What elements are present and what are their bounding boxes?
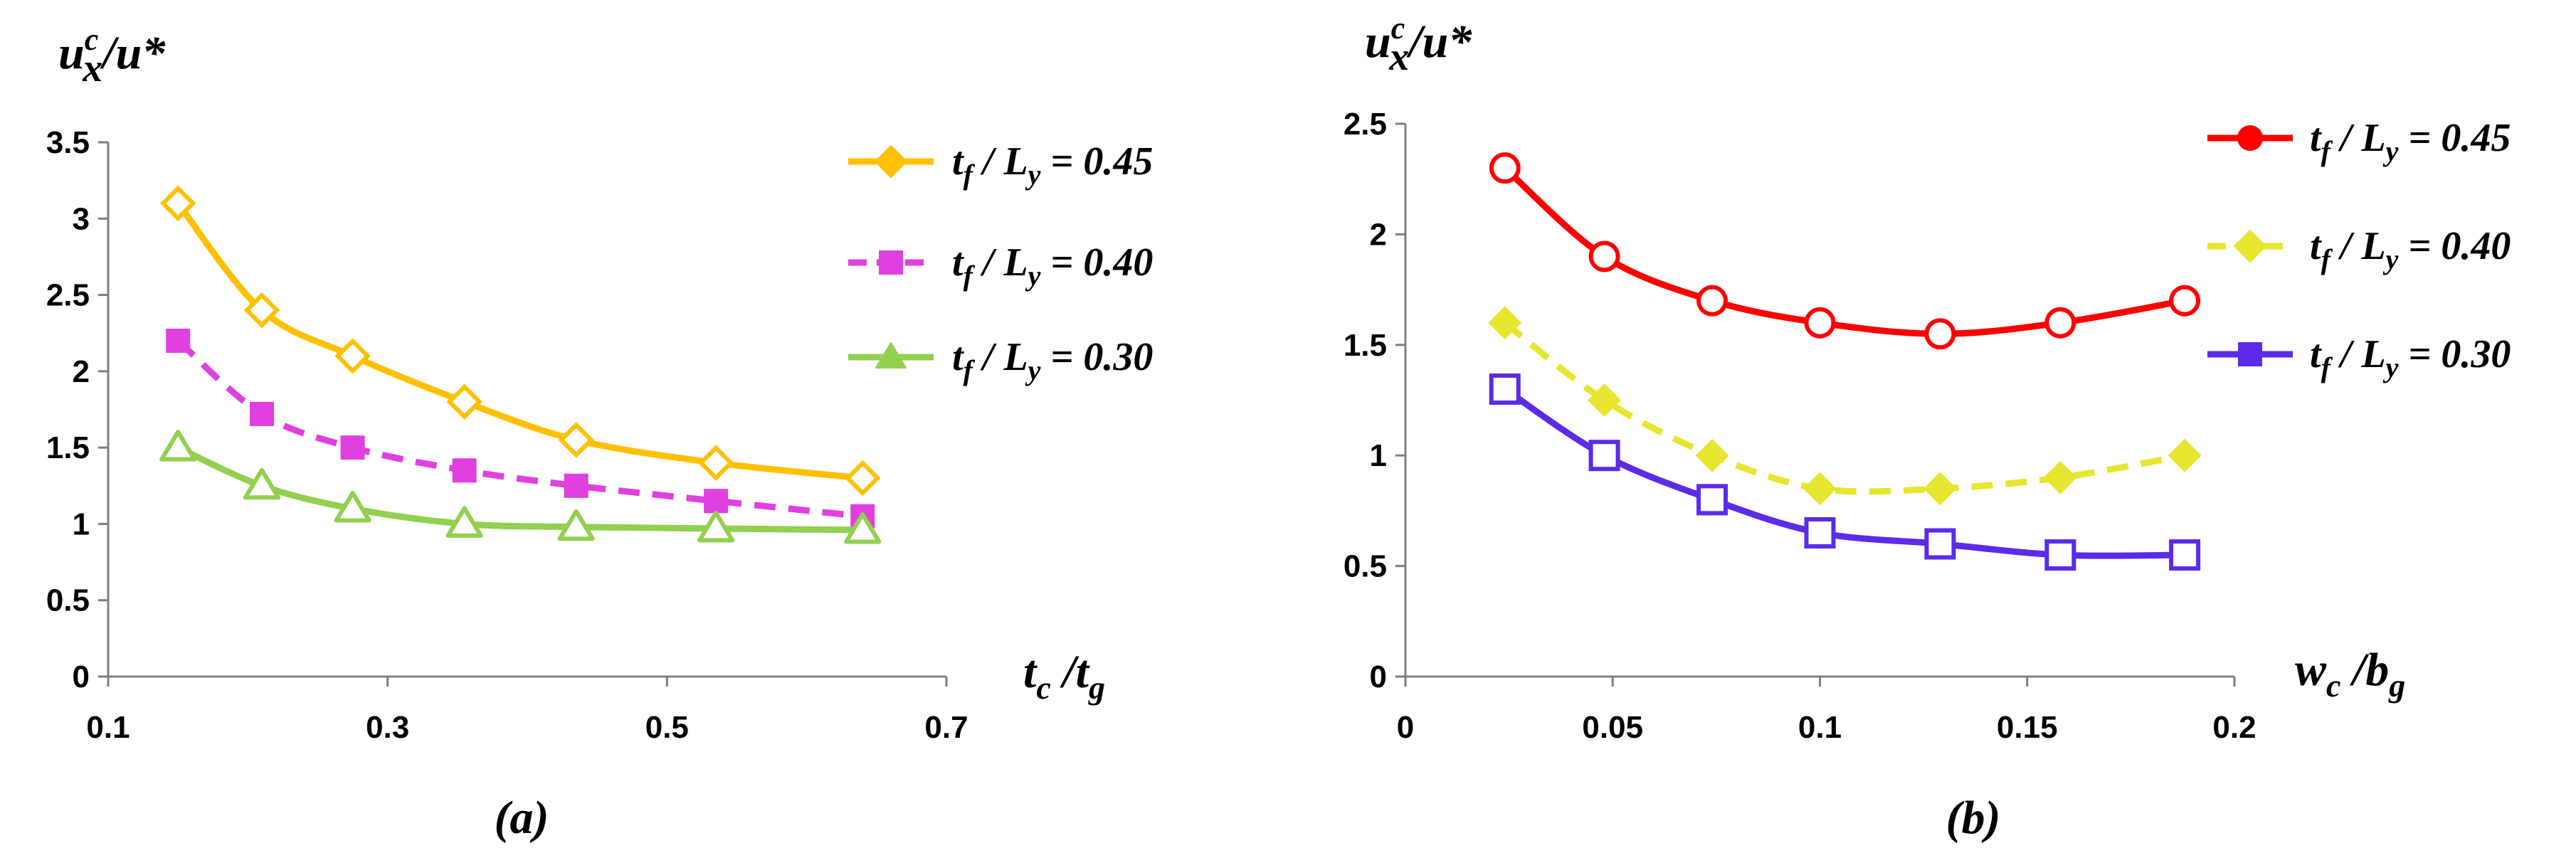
series-0-40 <box>1488 306 2202 506</box>
legend-label: tf / Ly = 0.45 <box>952 139 1153 191</box>
data-point <box>446 383 482 420</box>
legend-marker <box>2237 125 2263 151</box>
legend-marker <box>2233 229 2267 263</box>
legend-item: tf / Ly = 0.45 <box>2207 116 2511 167</box>
data-point <box>2169 539 2201 571</box>
legend-label: tf / Ly = 0.30 <box>952 335 1153 386</box>
data-point <box>1924 528 1956 560</box>
data-point <box>166 328 191 353</box>
data-point <box>249 401 274 426</box>
data-point <box>2169 285 2201 317</box>
data-point <box>1923 472 1957 506</box>
data-point <box>1489 373 1521 405</box>
x-tick-label: 0.7 <box>924 710 968 745</box>
legend-label: tf / Ly = 0.30 <box>2310 332 2511 383</box>
y-tick-label: 3.5 <box>46 125 90 160</box>
legend-marker <box>874 144 908 179</box>
data-point <box>1488 306 1522 340</box>
data-point <box>1588 383 1622 417</box>
data-point <box>697 445 734 481</box>
y-tick-label: 0 <box>1370 659 1387 694</box>
x-tick-label: 0.1 <box>86 710 130 745</box>
series-0-40 <box>166 328 875 529</box>
y-tick-label: 0.5 <box>1344 549 1387 584</box>
legend-item: tf / Ly = 0.45 <box>848 139 1153 191</box>
data-point <box>697 510 735 543</box>
legend-label: tf / Ly = 0.45 <box>2310 116 2511 167</box>
x-tick-label: 0 <box>1397 710 1414 745</box>
data-point <box>1803 472 1837 506</box>
panel-label: (a) <box>495 792 549 844</box>
data-point <box>2044 307 2076 339</box>
x-tick-label: 0.2 <box>2212 710 2256 745</box>
y-tick-label: 2 <box>73 354 90 389</box>
y-tick-label: 2.5 <box>46 278 90 313</box>
legend-item: tf / Ly = 0.40 <box>848 240 1153 292</box>
data-point <box>1804 516 1836 549</box>
x-tick-label: 0.3 <box>366 710 409 745</box>
y-tick-label: 1 <box>73 507 90 541</box>
legend-label: tf / Ly = 0.40 <box>952 240 1153 292</box>
series-line <box>174 444 866 534</box>
y-axis-label: uc x/u* <box>58 22 166 90</box>
data-point <box>445 506 483 538</box>
data-point <box>452 458 477 483</box>
data-point <box>334 490 371 523</box>
y-tick-label: 1 <box>1370 438 1387 473</box>
y-tick-label: 1.5 <box>1344 328 1387 363</box>
y-tick-label: 1.5 <box>46 430 90 465</box>
legend-marker <box>2238 342 2262 366</box>
data-point <box>1696 484 1728 516</box>
legend-marker <box>875 342 907 369</box>
legend-item: tf / Ly = 0.30 <box>2207 332 2511 383</box>
data-point <box>340 435 365 460</box>
y-tick-label: 0.5 <box>46 583 90 618</box>
data-point <box>2044 539 2076 571</box>
y-tick-label: 0 <box>73 659 90 694</box>
data-point <box>564 473 588 498</box>
legend-item: tf / Ly = 0.40 <box>2207 224 2511 275</box>
y-tick-label: 3 <box>73 201 90 236</box>
x-axis-label: wc /bg <box>2295 644 2405 704</box>
data-point <box>1696 285 1728 317</box>
y-tick-label: 2 <box>1370 217 1387 252</box>
series-0-45 <box>159 185 881 497</box>
x-tick-label: 0.05 <box>1582 710 1643 745</box>
x-tick-label: 0.5 <box>645 710 689 745</box>
x-axis-label: tc /tg <box>1023 646 1105 706</box>
x-tick-label: 0.15 <box>1997 710 2058 745</box>
data-point <box>159 430 197 462</box>
data-point <box>2168 438 2202 472</box>
y-tick-label: 2.5 <box>1344 107 1387 142</box>
data-point <box>334 338 371 374</box>
data-point <box>159 185 196 222</box>
data-point <box>243 292 280 329</box>
data-point <box>2043 460 2077 494</box>
legend-marker <box>879 250 903 275</box>
legend-item: tf / Ly = 0.30 <box>848 335 1153 386</box>
chart-panel-b: 0 0.5 1 1.5 2 2.5 0 0.05 0.1 0.15 0.2 uc x/u* wc /bg (… <box>1344 11 2511 844</box>
data-point <box>1695 438 1729 472</box>
data-point <box>557 509 595 541</box>
data-point <box>844 512 882 544</box>
x-tick-label: 0.1 <box>1798 710 1842 745</box>
legend-label: tf / Ly = 0.40 <box>2310 224 2511 275</box>
data-point <box>243 467 281 500</box>
data-point <box>1588 240 1620 272</box>
series-0-30 <box>159 430 882 544</box>
data-point <box>1588 440 1620 472</box>
panel-label: (b) <box>1946 792 2001 844</box>
data-point <box>1489 152 1521 184</box>
data-point <box>704 489 729 514</box>
data-point <box>1804 307 1836 339</box>
data-point <box>1924 318 1956 350</box>
series-0-45 <box>1489 152 2201 350</box>
data-point <box>844 460 881 497</box>
series-0-30 <box>1489 373 2201 571</box>
data-point <box>558 422 594 458</box>
chart-panel-a: 0 0.5 1 1.5 2 2.5 3 3.5 0.1 0.3 0.5 0.7 uc x/u* tc /tg… <box>46 22 1154 844</box>
y-axis-label: uc x/u* <box>1365 11 1472 79</box>
series-line <box>174 200 866 482</box>
